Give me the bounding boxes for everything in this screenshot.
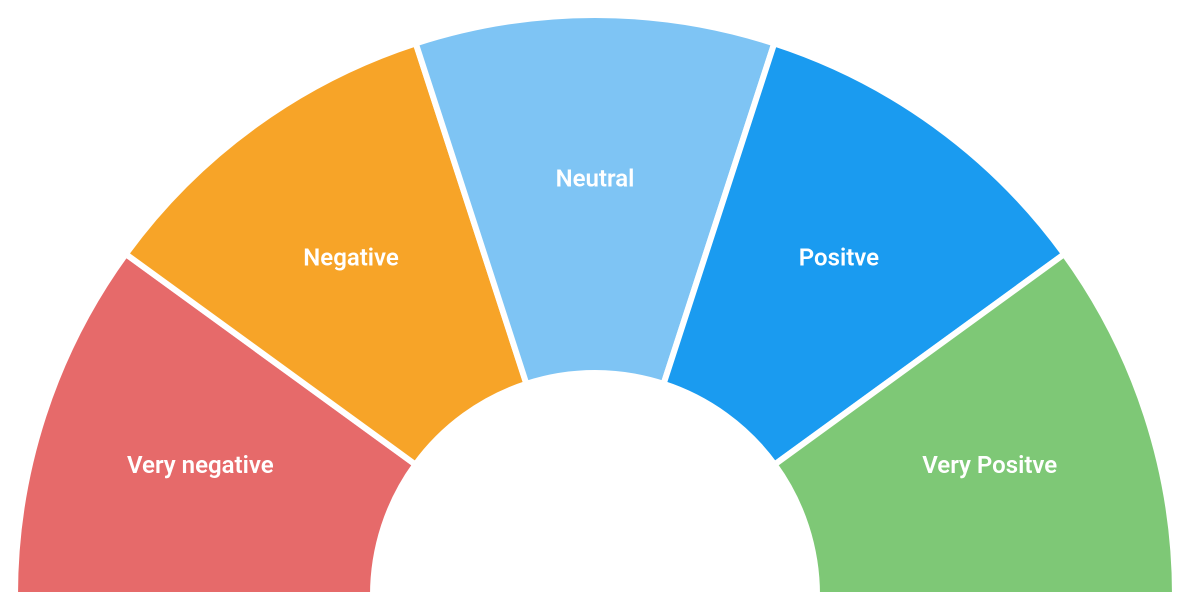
gauge-label-very-positive: Very Positve: [922, 451, 1057, 479]
gauge-label-negative: Negative: [303, 244, 399, 272]
sentiment-gauge-chart: Very negative Negative Neutral Positve Very …: [0, 0, 1190, 599]
gauge-label-positive: Positve: [799, 244, 879, 272]
gauge-label-very-negative: Very negative: [127, 451, 274, 479]
gauge-label-neutral: Neutral: [556, 164, 635, 192]
